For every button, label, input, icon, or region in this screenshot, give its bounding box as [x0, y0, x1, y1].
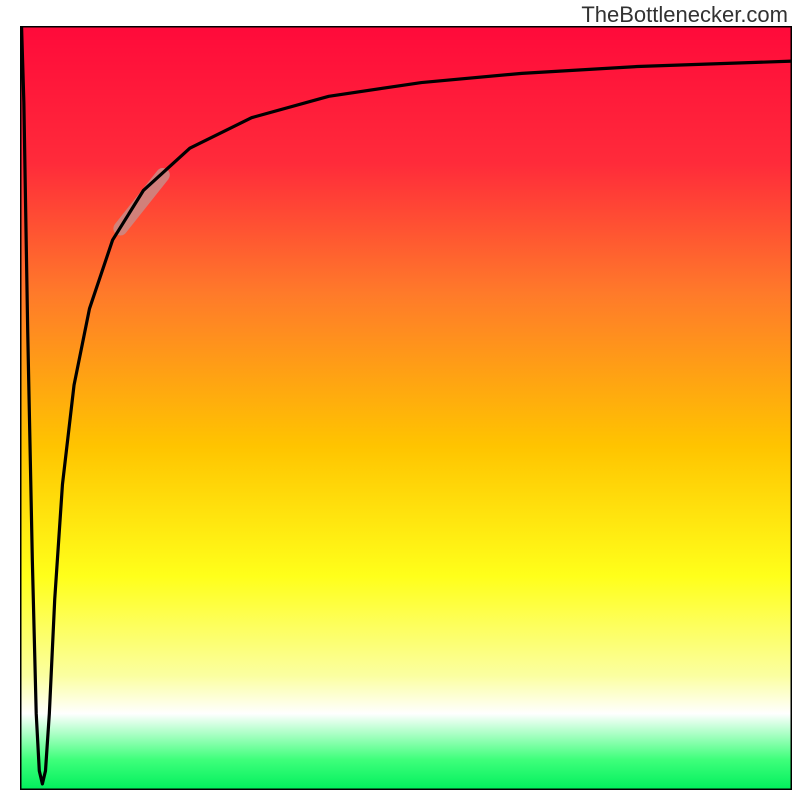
chart-container: TheBottlenecker.com	[0, 0, 800, 800]
curve-layer	[20, 26, 792, 790]
bottleneck-curve	[22, 26, 792, 784]
plot-area	[20, 26, 792, 790]
attribution-label: TheBottlenecker.com	[581, 2, 788, 28]
plot-border	[20, 26, 792, 790]
highlight-segment	[120, 175, 162, 228]
